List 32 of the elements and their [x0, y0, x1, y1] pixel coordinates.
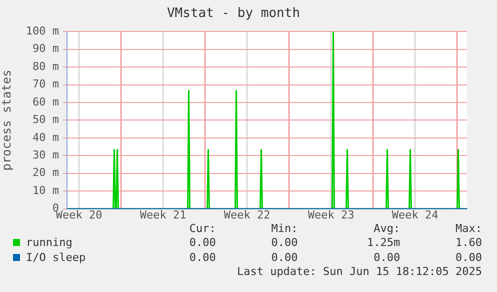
text: 0.00	[454, 250, 482, 265]
text: Cur:	[188, 222, 216, 235]
x-tick-label: Week 24	[392, 208, 439, 222]
text: Min:	[270, 222, 298, 235]
y-tick-label: 80 m	[32, 60, 60, 73]
y-tick-label: 60 m	[32, 95, 60, 108]
text: 0.00	[372, 250, 400, 265]
y-tick-label: 40 m	[32, 130, 60, 144]
x-tick-label: Week 21	[140, 208, 186, 222]
x-tick-label: Week 23	[308, 208, 354, 222]
y-tick-label: 90 m	[32, 42, 60, 56]
text: 0.00	[270, 250, 298, 265]
text: 0.00	[270, 235, 298, 250]
legend-label: running	[26, 236, 72, 249]
text: 0.00	[188, 250, 216, 265]
y-axis-title: process states	[0, 70, 14, 171]
x-tick-label: Week 22	[224, 208, 270, 222]
text: Avg:	[372, 222, 400, 235]
text: 1.25m	[366, 235, 400, 250]
y-tick-label: 10 m	[32, 184, 60, 197]
y-tick-label: 100 m	[26, 24, 60, 38]
text: 0.00	[188, 235, 216, 250]
text: Max:	[454, 222, 482, 235]
text: 1.60	[454, 235, 482, 250]
text: Last update: Sun Jun 15 18:12:05 2025	[236, 265, 483, 278]
y-tick-label: 50 m	[32, 113, 60, 126]
y-tick-label: 30 m	[32, 148, 60, 162]
y-tick-label: 70 m	[32, 78, 60, 91]
y-tick-label: 20 m	[32, 166, 60, 180]
legend-label: I/O sleep	[26, 251, 86, 264]
x-tick-label: Week 20	[56, 208, 102, 222]
chart-title: VMstat - by month	[166, 6, 300, 22]
